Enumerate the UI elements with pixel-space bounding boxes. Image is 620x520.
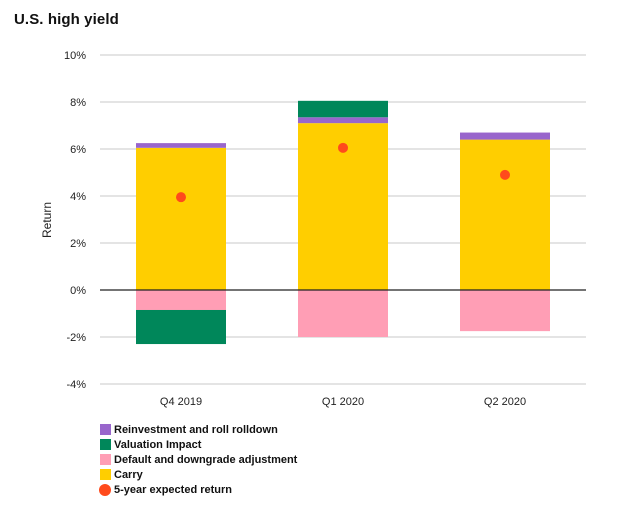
y-axis-label: Return	[40, 202, 54, 238]
expected-return-marker	[338, 142, 348, 153]
legend-label: Reinvestment and roll rolldown	[114, 423, 278, 436]
y-tick-label: 10%	[64, 50, 86, 62]
x-tick-label: Q2 2020	[484, 396, 526, 408]
legend-swatch	[100, 424, 111, 435]
y-tick-label: 0%	[70, 285, 86, 297]
legend-circle-marker	[99, 483, 111, 496]
x-tick-labels: Q4 2019 Q1 2020 Q2 2020	[160, 396, 526, 408]
bar-segment-reinvestment-and-roll-rolldown	[298, 117, 388, 124]
bar-segment-default-and-downgrade-adjustment	[298, 290, 388, 337]
legend-item: Reinvestment and roll rolldown	[100, 422, 297, 437]
bar-chart: -4% -2% 0% 2% 4% 6% 8% 10% Return Q4 2019 Q1 202…	[40, 50, 586, 408]
expected-return-marker	[176, 192, 186, 203]
legend-swatch	[100, 469, 111, 480]
legend-item: Default and downgrade adjustment	[100, 452, 297, 467]
bar-segment-default-and-downgrade-adjustment	[136, 290, 226, 310]
y-tick-label: 2%	[70, 238, 86, 250]
bar-segment-reinvestment-and-roll-rolldown	[136, 143, 226, 148]
bar-segment-default-and-downgrade-adjustment	[460, 290, 550, 332]
legend-label: 5-year expected return	[114, 483, 232, 496]
bar-segment-valuation-impact	[136, 309, 226, 345]
legend: Reinvestment and roll rolldown Valuation …	[99, 422, 297, 497]
legend-item: Carry	[100, 467, 297, 482]
y-tick-label: 8%	[70, 97, 86, 109]
x-tick-label: Q1 2020	[322, 396, 364, 408]
y-tick-label: -4%	[66, 379, 86, 391]
y-tick-label: 6%	[70, 144, 86, 156]
bar-segment-carry	[460, 139, 550, 290]
bars	[136, 100, 550, 345]
legend-item: 5-year expected return	[99, 482, 297, 497]
legend-item: Valuation Impact	[100, 437, 297, 452]
legend-label: Valuation Impact	[114, 438, 202, 451]
bar-segment-carry	[136, 147, 226, 290]
bar-segment-reinvestment-and-roll-rolldown	[460, 132, 550, 140]
chart-title: U.S. high yield	[14, 11, 119, 28]
expected-return-marker	[500, 169, 510, 180]
legend-label: Default and downgrade adjustment	[114, 453, 298, 466]
y-tick-label: 4%	[70, 191, 86, 203]
legend-swatch	[100, 454, 111, 465]
y-tick-labels: -4% -2% 0% 2% 4% 6% 8% 10%	[64, 50, 86, 391]
expected-return-markers	[176, 142, 510, 203]
legend-swatch	[100, 439, 111, 450]
x-tick-label: Q4 2019	[160, 396, 202, 408]
y-tick-label: -2%	[66, 332, 86, 344]
legend-label: Carry	[114, 468, 143, 481]
bar-segment-valuation-impact	[298, 100, 388, 118]
